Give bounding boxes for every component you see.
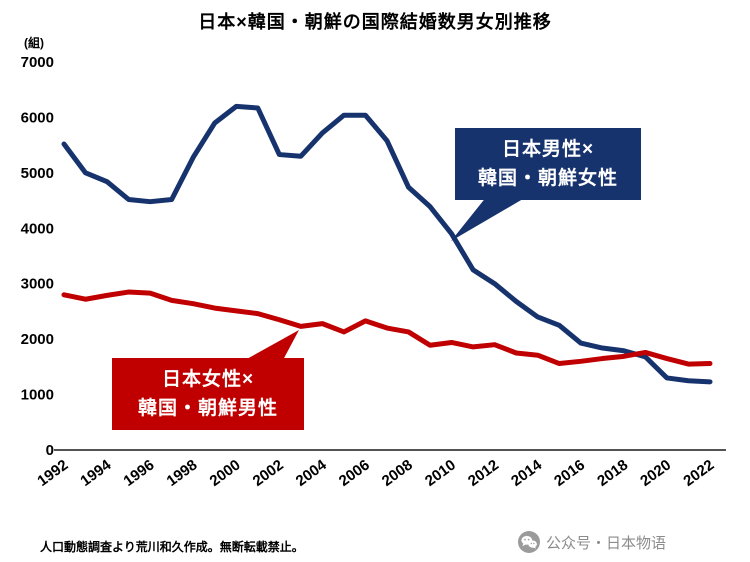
callout-women-pointer — [245, 330, 299, 360]
x-tick-label: 2018 — [594, 456, 631, 489]
y-tick-label: 5000 — [21, 165, 54, 182]
series-line-0 — [61, 103, 713, 385]
y-axis-unit-label: (組) — [24, 36, 44, 50]
wechat-icon — [518, 531, 540, 553]
x-tick-label: 2010 — [422, 456, 459, 489]
x-tick-label: 1998 — [164, 456, 201, 489]
watermark: 公众号・日本物语 — [518, 531, 666, 553]
x-tick-label: 1994 — [77, 456, 115, 490]
callout-men-line1: 日本男性× — [501, 138, 595, 160]
y-tick-label: 4000 — [21, 220, 54, 237]
x-tick-label: 2002 — [250, 456, 287, 489]
x-tick-label: 2006 — [336, 456, 373, 489]
y-tick-label: 6000 — [21, 109, 54, 126]
x-tick-label: 1992 — [34, 456, 71, 489]
callout-men-pointer — [451, 196, 528, 241]
y-tick-label: 7000 — [21, 54, 54, 71]
x-tick-label: 2022 — [680, 456, 717, 489]
x-tick-label: 2008 — [379, 456, 416, 489]
x-tick-label: 1996 — [120, 456, 157, 489]
callout-women-line1: 日本女性× — [161, 368, 255, 390]
x-tick-label: 2016 — [551, 456, 588, 489]
x-tick-label: 2014 — [508, 456, 546, 490]
y-tick-label: 0 — [46, 442, 54, 459]
source-note: 人口動態調査より荒川和久作成。無断転載禁止。 — [40, 540, 304, 554]
y-tick-label: 1000 — [21, 387, 54, 404]
callout-women: 日本女性× 韓国・朝鮮男性 — [112, 358, 304, 430]
x-tick-label: 2004 — [293, 456, 331, 490]
y-tick-label: 3000 — [21, 276, 54, 293]
watermark-text: 公众号・日本物语 — [546, 534, 667, 552]
callout-men: 日本男性× 韓国・朝鮮女性 — [455, 128, 641, 200]
x-tick-label: 2020 — [637, 456, 674, 489]
y-tick-label: 2000 — [21, 331, 54, 348]
x-tick-label: 2000 — [207, 456, 244, 489]
callout-women-line2: 韓国・朝鮮男性 — [137, 398, 278, 419]
callout-men-line2: 韓国・朝鮮女性 — [477, 168, 618, 189]
chart-title: 日本×韓国・朝鮮の国際結婚数男女別推移 — [198, 12, 552, 32]
series-line-1 — [61, 289, 713, 367]
x-tick-label: 2012 — [465, 456, 502, 489]
